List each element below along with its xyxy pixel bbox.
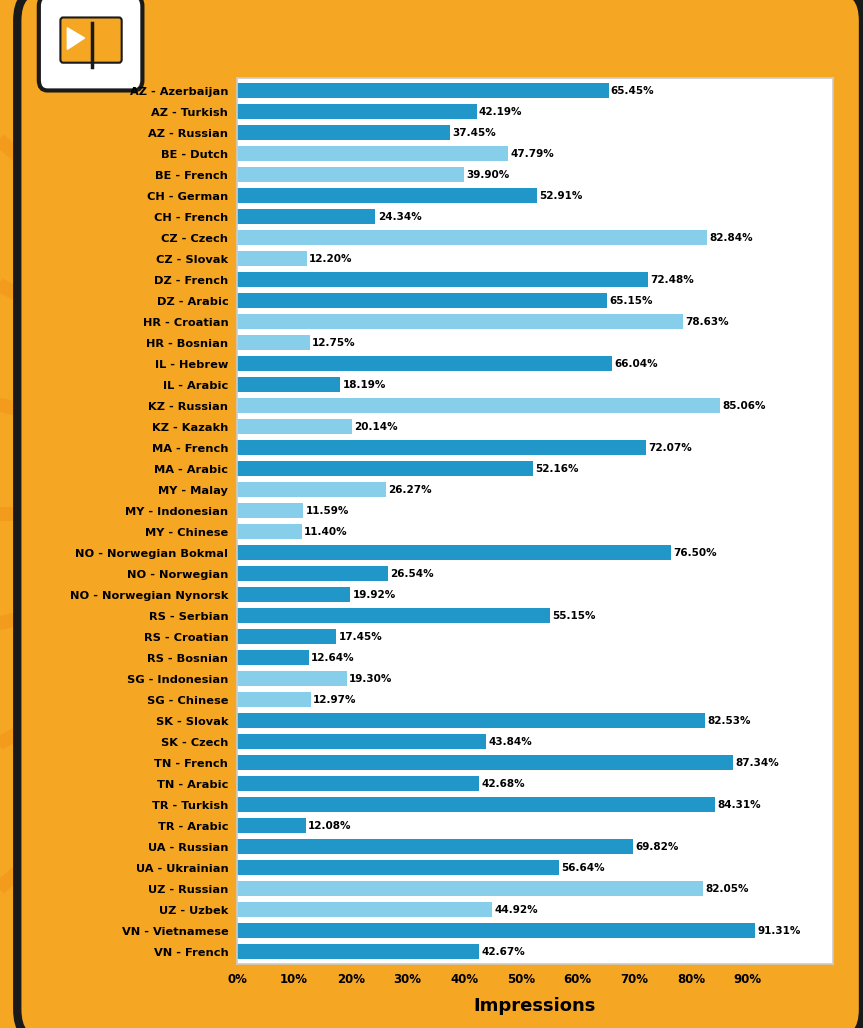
X-axis label: Impressions: Impressions bbox=[474, 997, 596, 1016]
Text: 47.79%: 47.79% bbox=[511, 149, 554, 158]
Text: 42.19%: 42.19% bbox=[479, 107, 522, 117]
Text: 82.05%: 82.05% bbox=[705, 884, 748, 893]
Bar bbox=[237, 818, 306, 834]
Bar bbox=[237, 482, 387, 498]
Bar bbox=[237, 188, 538, 204]
Bar bbox=[237, 209, 375, 224]
Bar bbox=[237, 440, 646, 455]
Bar bbox=[237, 609, 550, 623]
FancyBboxPatch shape bbox=[17, 0, 863, 1028]
Text: 82.84%: 82.84% bbox=[709, 232, 753, 243]
Text: 19.30%: 19.30% bbox=[349, 673, 393, 684]
Text: 87.34%: 87.34% bbox=[735, 758, 778, 768]
Text: 42.68%: 42.68% bbox=[482, 778, 526, 788]
Text: 12.97%: 12.97% bbox=[313, 695, 356, 704]
Bar bbox=[237, 629, 337, 645]
Text: 24.34%: 24.34% bbox=[378, 212, 421, 222]
Text: 11.59%: 11.59% bbox=[306, 506, 349, 516]
Bar bbox=[237, 83, 608, 99]
Text: 56.64%: 56.64% bbox=[561, 862, 604, 873]
Text: 72.48%: 72.48% bbox=[651, 274, 695, 285]
Text: 72.07%: 72.07% bbox=[648, 443, 692, 452]
Bar bbox=[237, 860, 558, 875]
Bar bbox=[237, 462, 533, 476]
Text: 82.53%: 82.53% bbox=[708, 715, 751, 726]
Text: 66.04%: 66.04% bbox=[614, 359, 658, 369]
Bar bbox=[237, 776, 479, 792]
Text: 44.92%: 44.92% bbox=[494, 905, 538, 915]
Text: 12.64%: 12.64% bbox=[312, 653, 355, 663]
Text: 11.40%: 11.40% bbox=[305, 526, 348, 537]
Bar bbox=[237, 168, 463, 182]
Text: 20.14%: 20.14% bbox=[354, 421, 398, 432]
Bar bbox=[237, 650, 309, 665]
Text: 78.63%: 78.63% bbox=[685, 317, 729, 327]
Bar bbox=[237, 671, 347, 687]
Text: 76.50%: 76.50% bbox=[673, 548, 717, 558]
Bar bbox=[237, 104, 476, 119]
Bar bbox=[237, 146, 508, 161]
Bar bbox=[237, 230, 707, 246]
Bar bbox=[237, 315, 683, 329]
Bar bbox=[237, 356, 612, 371]
Text: 91.31%: 91.31% bbox=[758, 925, 801, 935]
Text: 42.67%: 42.67% bbox=[482, 947, 526, 957]
Text: 55.15%: 55.15% bbox=[552, 611, 595, 621]
Text: 39.90%: 39.90% bbox=[466, 170, 509, 180]
Bar bbox=[237, 944, 479, 959]
Text: 26.54%: 26.54% bbox=[390, 568, 434, 579]
Bar bbox=[237, 545, 671, 560]
Bar bbox=[237, 734, 486, 749]
Bar bbox=[237, 335, 310, 351]
Text: 26.27%: 26.27% bbox=[388, 484, 432, 494]
Bar bbox=[237, 797, 715, 812]
Bar bbox=[237, 419, 351, 434]
Text: 52.91%: 52.91% bbox=[539, 191, 583, 200]
Bar bbox=[237, 903, 492, 917]
Bar bbox=[237, 587, 350, 602]
Bar bbox=[237, 503, 303, 518]
Bar bbox=[237, 756, 733, 770]
Text: 17.45%: 17.45% bbox=[338, 631, 382, 641]
Bar bbox=[237, 923, 755, 939]
FancyBboxPatch shape bbox=[39, 0, 142, 90]
Bar bbox=[237, 881, 702, 896]
Bar bbox=[237, 398, 720, 413]
Text: 52.16%: 52.16% bbox=[535, 464, 579, 474]
Text: 19.92%: 19.92% bbox=[353, 590, 396, 599]
Text: 85.06%: 85.06% bbox=[722, 401, 765, 411]
Bar bbox=[237, 713, 705, 728]
Bar bbox=[237, 293, 607, 308]
Text: 84.31%: 84.31% bbox=[718, 800, 761, 810]
Text: 65.45%: 65.45% bbox=[611, 85, 654, 96]
Bar bbox=[237, 251, 306, 266]
Text: 69.82%: 69.82% bbox=[635, 842, 679, 851]
Text: 12.75%: 12.75% bbox=[312, 338, 356, 347]
Text: 18.19%: 18.19% bbox=[343, 379, 386, 390]
Text: 12.20%: 12.20% bbox=[309, 254, 352, 264]
Text: 43.84%: 43.84% bbox=[488, 737, 532, 746]
Bar bbox=[237, 125, 450, 140]
Text: 65.15%: 65.15% bbox=[609, 296, 652, 305]
Text: 12.08%: 12.08% bbox=[308, 820, 351, 831]
Bar bbox=[237, 272, 648, 287]
Bar bbox=[237, 839, 633, 854]
Bar bbox=[237, 692, 311, 707]
Bar bbox=[237, 524, 302, 540]
Polygon shape bbox=[67, 28, 85, 49]
Text: 37.45%: 37.45% bbox=[452, 127, 495, 138]
Bar bbox=[237, 566, 387, 581]
FancyBboxPatch shape bbox=[60, 17, 122, 63]
Bar bbox=[237, 377, 341, 393]
